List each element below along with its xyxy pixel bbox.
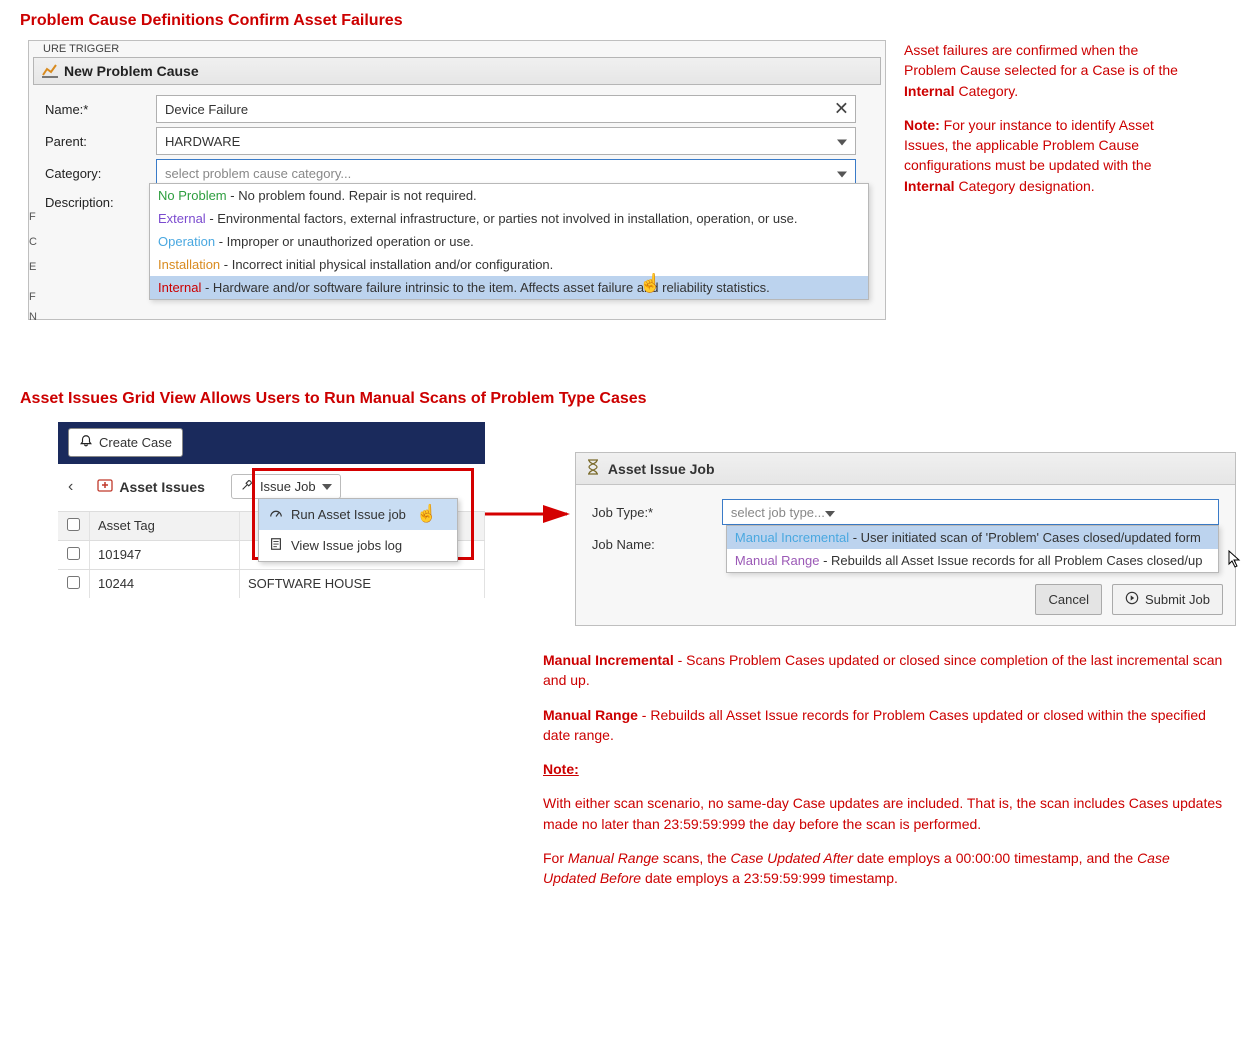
- asset-issues-title: Asset Issues: [97, 477, 205, 496]
- job-dialog-titlebar: Asset Issue Job: [576, 453, 1235, 485]
- jobtype-dropdown-list[interactable]: Manual Incremental - User initiated scan…: [726, 525, 1219, 573]
- category-option[interactable]: Internal - Hardware and/or software fail…: [150, 276, 868, 299]
- jobtype-option[interactable]: Manual Range - Rebuilds all Asset Issue …: [727, 549, 1218, 572]
- section1-sidebar-text: Asset failures are confirmed when the Pr…: [904, 40, 1184, 196]
- bg-label: E: [29, 261, 36, 273]
- issue-job-label: Issue Job: [260, 479, 316, 494]
- parent-value: HARDWARE: [165, 134, 240, 149]
- name-label: Name:*: [45, 102, 140, 117]
- jobname-label: Job Name:: [592, 537, 702, 552]
- chevron-down-icon: [825, 505, 835, 520]
- bg-label: N: [29, 311, 37, 323]
- table-row[interactable]: 10244SOFTWARE HOUSE: [58, 569, 485, 598]
- document-icon: [269, 537, 283, 554]
- issue-job-button[interactable]: Issue Job: [231, 474, 341, 499]
- cursor-arrow-icon: [1227, 549, 1243, 574]
- chevron-down-icon: [837, 166, 847, 181]
- create-case-button[interactable]: Create Case: [68, 428, 183, 457]
- dialog-title: New Problem Cause: [64, 63, 199, 79]
- section2-explanation: Manual Incremental - Scans Problem Cases…: [543, 650, 1223, 889]
- bg-label: F: [29, 291, 36, 303]
- jobtype-select[interactable]: select job type...: [722, 499, 1219, 525]
- section1-heading: Problem Cause Definitions Confirm Asset …: [20, 12, 1236, 30]
- gauge-icon: [269, 506, 283, 523]
- chevron-down-icon: [322, 484, 332, 490]
- chevron-left-icon[interactable]: ‹: [68, 478, 73, 496]
- cell-asset-tag: 10244: [90, 570, 240, 598]
- submit-job-button[interactable]: Submit Job: [1112, 584, 1223, 615]
- bg-label: C: [29, 236, 37, 248]
- chevron-down-icon: [837, 134, 847, 149]
- description-label: Description:: [45, 195, 140, 210]
- col-asset-tag[interactable]: Asset Tag: [90, 512, 240, 540]
- section2-heading: Asset Issues Grid View Allows Users to R…: [20, 390, 1236, 408]
- jobtype-option[interactable]: Manual Incremental - User initiated scan…: [727, 526, 1218, 549]
- job-dialog-title: Asset Issue Job: [608, 461, 715, 477]
- parent-select[interactable]: HARDWARE: [156, 127, 856, 155]
- row-checkbox[interactable]: [67, 576, 80, 589]
- chart-icon: [42, 63, 58, 79]
- category-option[interactable]: Installation - Incorrect initial physica…: [150, 253, 868, 276]
- asset-issue-job-dialog: Asset Issue Job Job Type:* select job ty…: [575, 452, 1236, 626]
- checkbox-header[interactable]: [58, 512, 90, 540]
- cursor-icon: ☝: [639, 273, 661, 294]
- cell-asset-tag: 101947: [90, 541, 240, 569]
- app-navbar: Create Case: [58, 422, 485, 464]
- bell-icon: [79, 434, 93, 451]
- category-placeholder: select problem cause category...: [165, 166, 351, 181]
- category-label: Category:: [45, 166, 140, 181]
- cancel-button[interactable]: Cancel: [1035, 584, 1101, 615]
- dialog-titlebar: New Problem Cause: [33, 57, 881, 85]
- cell-other: SOFTWARE HOUSE: [240, 570, 485, 598]
- bg-label: F: [29, 211, 36, 223]
- tools-icon: [240, 478, 254, 495]
- menu-view-issue-jobs-log[interactable]: View Issue jobs log: [259, 530, 457, 561]
- play-circle-icon: [1125, 591, 1139, 608]
- category-option[interactable]: Operation - Improper or unauthorized ope…: [150, 230, 868, 253]
- plus-box-icon: [97, 477, 113, 496]
- row-checkbox[interactable]: [67, 547, 80, 560]
- category-dropdown-list[interactable]: No Problem - No problem found. Repair is…: [149, 183, 869, 300]
- jobtype-label: Job Type:*: [592, 505, 702, 520]
- background-fragment: URE TRIGGER: [43, 43, 119, 55]
- category-option[interactable]: External - Environmental factors, extern…: [150, 207, 868, 230]
- create-case-label: Create Case: [99, 435, 172, 450]
- category-option[interactable]: No Problem - No problem found. Repair is…: [150, 184, 868, 207]
- cursor-icon: ☝: [416, 504, 437, 524]
- name-input[interactable]: Device Failure ✕: [156, 95, 856, 123]
- clear-icon[interactable]: ✕: [834, 99, 849, 120]
- name-value: Device Failure: [165, 102, 248, 117]
- hourglass-icon: [586, 459, 600, 478]
- jobtype-placeholder: select job type...: [731, 505, 825, 520]
- arrow-connector: [485, 422, 574, 622]
- parent-label: Parent:: [45, 134, 140, 149]
- problem-cause-dialog: URE TRIGGER F C E F N New Problem Cause …: [28, 40, 886, 320]
